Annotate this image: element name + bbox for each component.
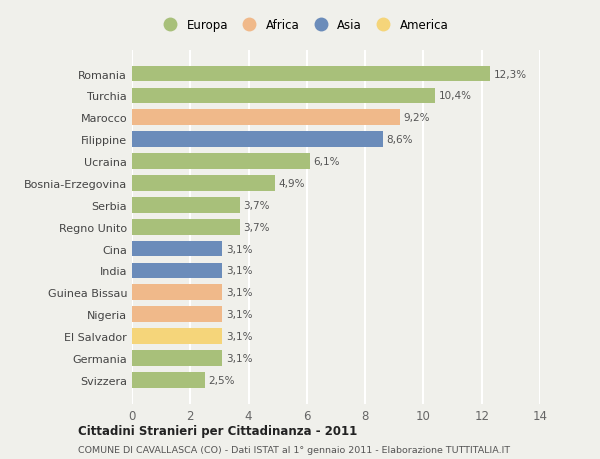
Text: 2,5%: 2,5% — [208, 375, 235, 385]
Text: 3,1%: 3,1% — [226, 331, 253, 341]
Text: Cittadini Stranieri per Cittadinanza - 2011: Cittadini Stranieri per Cittadinanza - 2… — [78, 424, 357, 437]
Text: 9,2%: 9,2% — [404, 113, 430, 123]
Bar — [132, 241, 223, 257]
Text: 8,6%: 8,6% — [386, 135, 413, 145]
Bar — [132, 307, 223, 322]
Text: COMUNE DI CAVALLASCA (CO) - Dati ISTAT al 1° gennaio 2011 - Elaborazione TUTTITA: COMUNE DI CAVALLASCA (CO) - Dati ISTAT a… — [78, 445, 510, 454]
Text: 3,7%: 3,7% — [244, 222, 270, 232]
Text: 3,1%: 3,1% — [226, 309, 253, 319]
Bar — [132, 219, 240, 235]
Bar — [132, 197, 240, 213]
Text: 12,3%: 12,3% — [494, 69, 527, 79]
Text: 3,1%: 3,1% — [226, 353, 253, 363]
Bar — [132, 350, 223, 366]
Text: 6,1%: 6,1% — [313, 157, 340, 167]
Bar — [132, 176, 275, 191]
Bar — [132, 132, 383, 148]
Bar — [132, 263, 223, 279]
Bar — [132, 67, 490, 82]
Text: 3,1%: 3,1% — [226, 288, 253, 298]
Legend: Europa, Africa, Asia, America: Europa, Africa, Asia, America — [155, 16, 452, 36]
Bar — [132, 110, 400, 126]
Text: 4,9%: 4,9% — [278, 179, 305, 189]
Text: 10,4%: 10,4% — [439, 91, 472, 101]
Text: 3,1%: 3,1% — [226, 266, 253, 276]
Text: 3,1%: 3,1% — [226, 244, 253, 254]
Bar — [132, 154, 310, 169]
Text: 3,7%: 3,7% — [244, 201, 270, 210]
Bar — [132, 89, 435, 104]
Bar — [132, 329, 223, 344]
Bar — [132, 285, 223, 301]
Bar — [132, 372, 205, 388]
